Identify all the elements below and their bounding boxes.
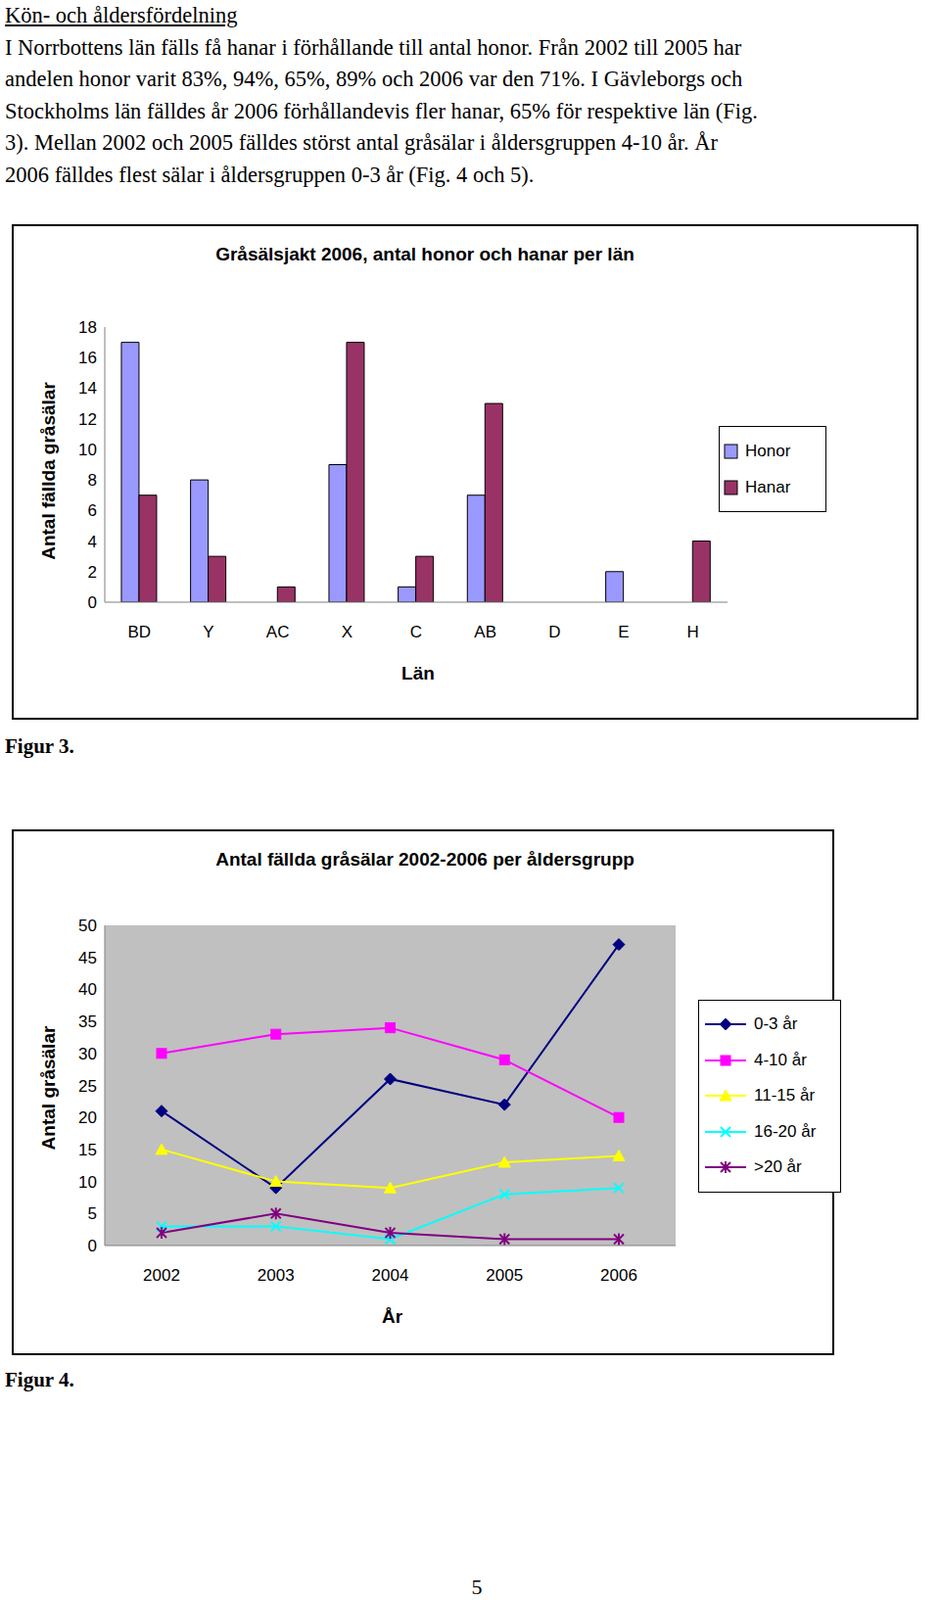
svg-text:E: E xyxy=(617,622,629,642)
svg-text:50: 50 xyxy=(78,916,97,936)
html-text:3). Mellan 2002 och 2005 fälld: 3). Mellan 2002 och 2005 fälldes störst … xyxy=(4,130,718,155)
html-text:Kön- och åldersfördelning: Kön- och åldersfördelning xyxy=(4,2,238,28)
svg-text:C: C xyxy=(410,622,423,642)
svg-text:40: 40 xyxy=(78,980,97,999)
html-text:Stockholms län fälldes år 2006: Stockholms län fälldes år 2006 förhållan… xyxy=(4,98,758,123)
html-text:0-3 år: 0-3 år xyxy=(753,1014,798,1034)
html-text:Län: Län xyxy=(401,662,435,684)
svg-text:AB: AB xyxy=(473,622,497,642)
svg-text:35: 35 xyxy=(78,1012,97,1032)
svg-text:2: 2 xyxy=(88,563,97,582)
html-text:Hanar: Hanar xyxy=(745,477,791,496)
svg-text:D: D xyxy=(548,622,561,642)
svg-text:6: 6 xyxy=(88,501,97,520)
html-text:Antal gråsälar: Antal gråsälar xyxy=(38,1025,59,1150)
html-text:16-20 år: 16-20 år xyxy=(753,1121,816,1141)
svg-text:5: 5 xyxy=(88,1204,97,1223)
svg-text:10: 10 xyxy=(78,440,97,460)
svg-text:20: 20 xyxy=(78,1108,97,1128)
svg-text:10: 10 xyxy=(78,1173,97,1192)
html-text:År: År xyxy=(381,1306,403,1327)
html-text:Honor: Honor xyxy=(745,441,791,460)
svg-text:14: 14 xyxy=(78,378,97,398)
svg-text:18: 18 xyxy=(78,318,97,337)
html-text:4-10 år: 4-10 år xyxy=(753,1050,807,1070)
html-text:2006 fälldes flest sälar i åld: 2006 fälldes flest sälar i åldersgruppen… xyxy=(4,162,535,187)
html-text:>20 år: >20 år xyxy=(753,1157,802,1177)
svg-text:2004: 2004 xyxy=(372,1266,410,1285)
svg-text:AC: AC xyxy=(266,622,290,642)
svg-text:Y: Y xyxy=(202,622,214,642)
html-text:Gråsälsjakt 2006, antal honor: Gråsälsjakt 2006, antal honor och hanar … xyxy=(215,243,635,265)
svg-text:0: 0 xyxy=(88,593,97,612)
html-text:Antal fällda gråsälar: Antal fällda gråsälar xyxy=(38,382,59,560)
html-text:5: 5 xyxy=(471,1574,483,1599)
html-text:Figur 4.: Figur 4. xyxy=(4,1367,75,1392)
svg-text:8: 8 xyxy=(88,470,97,490)
html-text:Figur 3.: Figur 3. xyxy=(4,734,75,758)
svg-text:2002: 2002 xyxy=(142,1266,181,1285)
svg-text:X: X xyxy=(341,622,353,642)
html-text:11-15 år: 11-15 år xyxy=(753,1086,815,1105)
html-text:I Norrbottens län fälls få han: I Norrbottens län fälls få hanar i förhå… xyxy=(4,34,742,60)
svg-text:4: 4 xyxy=(88,532,97,552)
svg-text:2005: 2005 xyxy=(485,1266,523,1285)
svg-text:2003: 2003 xyxy=(257,1266,295,1285)
svg-text:0: 0 xyxy=(88,1236,97,1256)
svg-text:2006: 2006 xyxy=(600,1266,638,1285)
svg-text:12: 12 xyxy=(78,410,97,429)
svg-text:16: 16 xyxy=(78,348,97,368)
svg-text:15: 15 xyxy=(78,1140,97,1160)
html-text:andelen honor varit 83%, 94%,: andelen honor varit 83%, 94%, 65%, 89% o… xyxy=(4,66,743,92)
svg-text:25: 25 xyxy=(78,1077,97,1096)
svg-text:H: H xyxy=(687,622,700,642)
svg-text:BD: BD xyxy=(128,622,152,642)
html-text:Antal fällda gråsälar 2002-200: Antal fällda gråsälar 2002-2006 per ålde… xyxy=(215,848,635,870)
svg-text:30: 30 xyxy=(78,1044,97,1064)
svg-text:45: 45 xyxy=(78,948,97,968)
